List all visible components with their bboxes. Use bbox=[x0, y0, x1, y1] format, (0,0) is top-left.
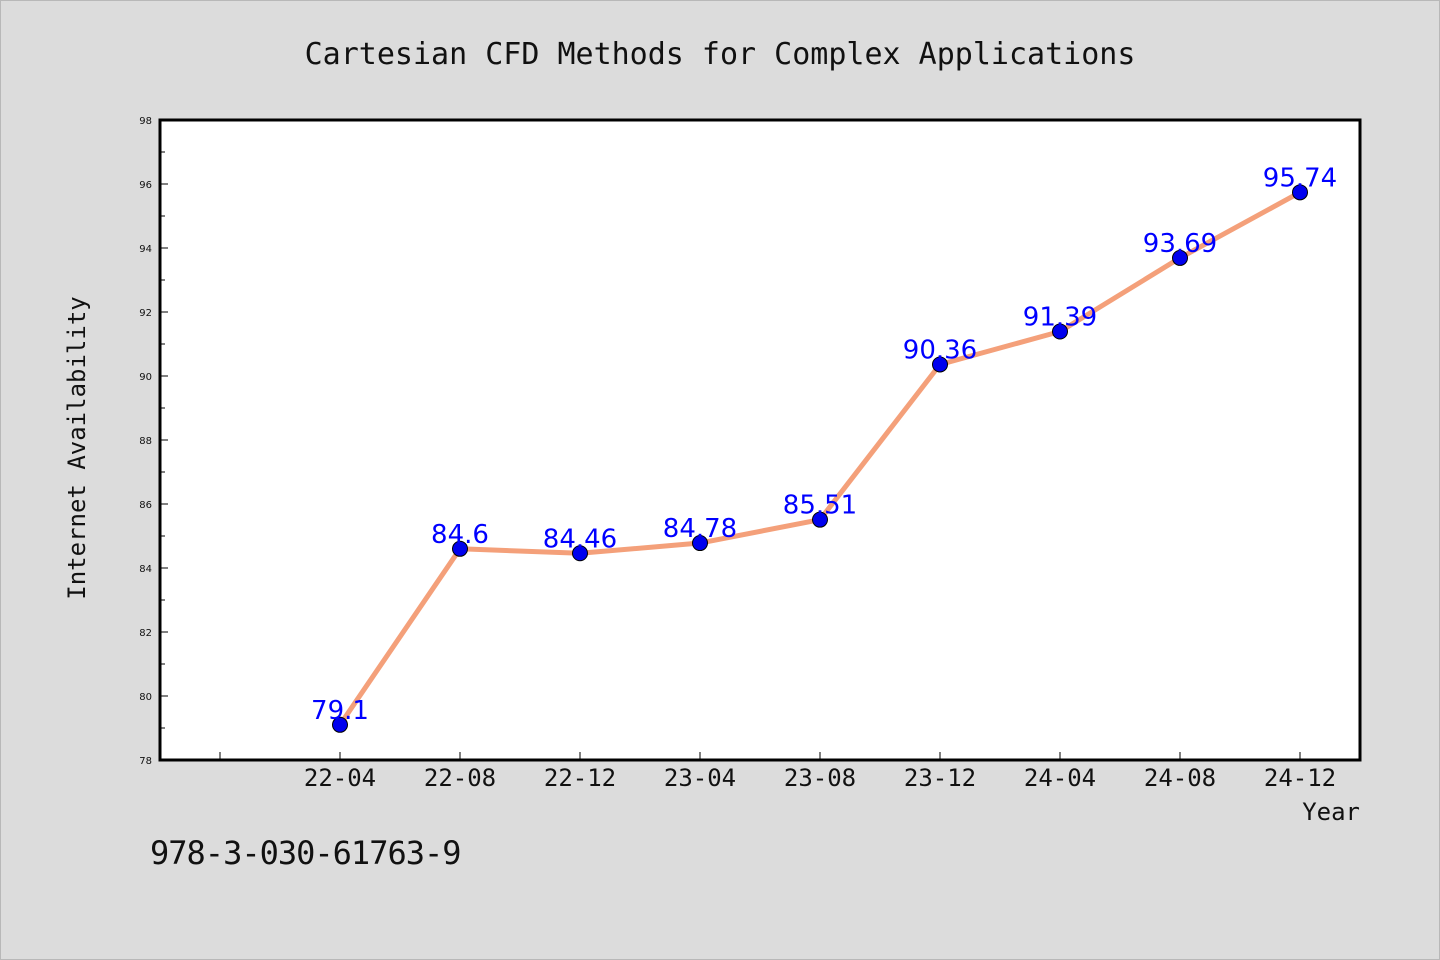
y-tick-label: 90 bbox=[139, 372, 152, 383]
y-axis: 78 80 82 84 86 88 90 92 94 96 98 bbox=[139, 116, 168, 767]
data-point bbox=[692, 535, 708, 552]
data-label: 84.6 bbox=[431, 520, 489, 550]
data-label: 85.51 bbox=[783, 491, 857, 521]
y-tick-label: 78 bbox=[139, 756, 152, 767]
x-tick-label: 23-12 bbox=[904, 764, 976, 792]
y-tick-label: 94 bbox=[139, 244, 152, 255]
x-tick-label: 22-08 bbox=[424, 764, 496, 792]
data-point bbox=[452, 540, 468, 557]
data-label: 79.1 bbox=[311, 696, 369, 726]
data-label: 91.39 bbox=[1023, 303, 1097, 333]
data-point bbox=[1292, 184, 1308, 201]
data-point bbox=[812, 511, 828, 528]
data-point bbox=[1172, 249, 1188, 266]
y-tick-label: 92 bbox=[139, 308, 152, 319]
x-tick-label: 24-04 bbox=[1024, 764, 1096, 792]
y-tick-label: 82 bbox=[139, 628, 152, 639]
x-tick-label: 23-08 bbox=[784, 764, 856, 792]
isbn-text: 978-3-030-61763-9 bbox=[150, 834, 462, 872]
x-axis: 22-04 22-08 22-12 23-04 23-08 23-12 24-04 24-08… bbox=[219, 752, 1336, 792]
x-tick-label: 24-12 bbox=[1264, 764, 1336, 792]
data-label: 84.78 bbox=[663, 514, 737, 544]
y-tick-label: 96 bbox=[139, 180, 152, 191]
data-point bbox=[572, 545, 588, 562]
y-tick-label: 98 bbox=[139, 116, 152, 127]
data-label: 84.46 bbox=[543, 524, 617, 554]
plot-area bbox=[158, 118, 1362, 762]
y-tick-label: 88 bbox=[139, 436, 152, 447]
x-tick-label: 24-08 bbox=[1144, 764, 1216, 792]
data-label: 95.74 bbox=[1263, 163, 1337, 193]
y-tick-label: 86 bbox=[139, 500, 152, 511]
data-point bbox=[932, 356, 948, 373]
data-label: 93.69 bbox=[1143, 229, 1217, 259]
data-label: 90.36 bbox=[903, 335, 977, 365]
series-layer: 79.1 84.6 84.46 84.78 85.51 90.36 91.39 93.69 95… bbox=[311, 163, 1337, 733]
data-point bbox=[1052, 323, 1068, 340]
x-axis-label: Year bbox=[1302, 798, 1360, 826]
y-axis-label: Internet Availability bbox=[63, 296, 91, 599]
y-tick-label: 84 bbox=[139, 564, 152, 575]
x-tick-label: 22-04 bbox=[304, 764, 376, 792]
data-point bbox=[332, 716, 348, 733]
x-tick-label: 22-12 bbox=[544, 764, 616, 792]
chart-title: Cartesian CFD Methods for Complex Applic… bbox=[305, 37, 1136, 72]
x-tick-label: 23-04 bbox=[664, 764, 736, 792]
y-tick-label: 80 bbox=[139, 692, 152, 703]
